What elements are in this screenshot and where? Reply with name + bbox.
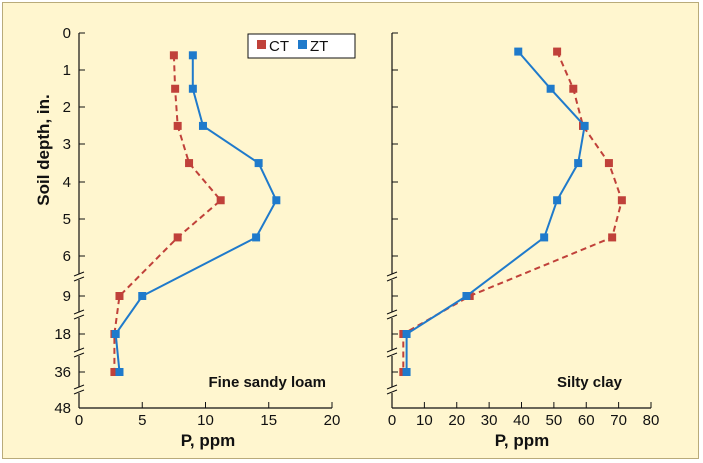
data-point-ct	[110, 368, 119, 376]
data-point-zt	[514, 47, 523, 56]
x-tick-label: 70	[610, 412, 627, 429]
axis-break-mark	[386, 384, 398, 390]
axis-break-mark	[73, 271, 85, 277]
soil-type-label-right: Silty clay	[557, 374, 623, 391]
data-point-zt	[188, 51, 197, 60]
axis-break-gap	[74, 350, 84, 356]
data-point-zt	[111, 330, 120, 338]
axis-break-mark	[386, 314, 398, 320]
axis-break-mark	[73, 389, 85, 395]
axis-break-gap	[387, 350, 397, 356]
y-tick-label: 1	[63, 62, 71, 79]
axis-break-gap	[387, 274, 397, 280]
x-tick-label: 5	[138, 412, 146, 429]
x-tick-label: 0	[388, 412, 396, 429]
axis-break-mark	[73, 352, 85, 358]
soil-type-label-left: Fine sandy loam	[208, 374, 326, 391]
axis-break-mark	[386, 347, 398, 353]
data-point-zt	[580, 121, 589, 130]
data-point-zt	[540, 233, 549, 242]
data-point-zt	[553, 196, 562, 205]
data-point-zt	[574, 159, 583, 168]
axis-break-mark	[386, 271, 398, 277]
axis-break-mark	[73, 347, 85, 353]
data-point-ct	[171, 84, 180, 93]
legend-ct-marker	[257, 40, 266, 49]
legend-zt-marker	[298, 40, 307, 49]
data-point-zt	[272, 196, 281, 205]
x-tick-label: 15	[260, 412, 277, 429]
y-tick-label: 3	[63, 136, 71, 153]
axis-break-gap	[387, 387, 397, 393]
data-point-zt	[115, 368, 124, 376]
data-point-ct	[604, 159, 613, 168]
x-tick-label: 10	[416, 412, 433, 429]
panel-silty-clay: 0 10 20 30 40 50 60 70 80	[386, 32, 660, 429]
axis-break-mark	[73, 314, 85, 320]
data-point-ct	[185, 159, 194, 168]
axis-break-gap	[74, 312, 84, 318]
axis-break-mark	[73, 384, 85, 390]
data-point-zt	[254, 159, 263, 168]
x-tick-label: 30	[481, 412, 498, 429]
y-tick-label: 48	[54, 400, 71, 417]
y-tick-label: 6	[63, 248, 71, 265]
legend: CT ZT	[247, 33, 356, 59]
legend-zt-label: ZT	[310, 38, 328, 55]
data-point-zt	[188, 84, 197, 93]
data-point-zt	[462, 292, 471, 300]
data-point-ct	[569, 84, 578, 93]
axis-break-gap	[74, 274, 84, 280]
x-axis-title-left: P, ppm	[181, 431, 235, 450]
data-point-ct	[173, 233, 182, 242]
y-axis-title: Soil depth, in.	[34, 94, 53, 205]
data-point-ct	[173, 121, 182, 130]
data-point-zt	[138, 292, 147, 300]
y-tick-label: 5	[63, 211, 71, 228]
data-point-ct	[553, 47, 562, 56]
x-tick-label: 0	[75, 412, 83, 429]
legend-ct-label: CT	[269, 38, 289, 55]
axis-break-mark	[386, 352, 398, 358]
data-point-ct	[216, 196, 225, 205]
data-point-zt	[546, 84, 555, 93]
x-tick-label: 50	[546, 412, 563, 429]
series-line-zt	[114, 55, 278, 373]
data-point-zt	[252, 233, 261, 242]
data-point-zt	[198, 121, 207, 130]
axis-break-mark	[73, 309, 85, 315]
data-point-ct	[169, 51, 178, 60]
x-tick-label: 80	[643, 412, 660, 429]
chart-frame	[2, 2, 699, 459]
y-tick-label: 0	[63, 25, 71, 42]
series-line-ct	[402, 51, 623, 372]
axis-break-gap	[74, 387, 84, 393]
x-axis-title-right: P, ppm	[495, 431, 549, 450]
y-tick-label: 9	[63, 288, 71, 305]
axis-break-gap	[387, 312, 397, 318]
x-tick-label: 20	[324, 412, 341, 429]
y-tick-label: 36	[54, 364, 71, 381]
data-point-ct	[115, 292, 124, 300]
y-tick-label: 18	[54, 326, 71, 343]
series-line-zt	[405, 50, 586, 372]
x-tick-label: 40	[513, 412, 530, 429]
axis-break-mark	[386, 276, 398, 282]
series-line-ct	[113, 55, 223, 372]
data-point-zt	[402, 368, 411, 376]
x-tick-label: 60	[578, 412, 595, 429]
axis-break-mark	[386, 309, 398, 315]
data-point-zt	[402, 330, 411, 338]
data-point-ct	[617, 196, 626, 205]
axis-break-mark	[386, 389, 398, 395]
y-tick-label: 4	[63, 174, 71, 191]
axis-break-mark	[73, 276, 85, 282]
x-tick-label: 20	[448, 412, 465, 429]
x-tick-label: 10	[197, 412, 214, 429]
y-tick-label: 2	[63, 99, 71, 116]
data-point-ct	[608, 233, 617, 242]
